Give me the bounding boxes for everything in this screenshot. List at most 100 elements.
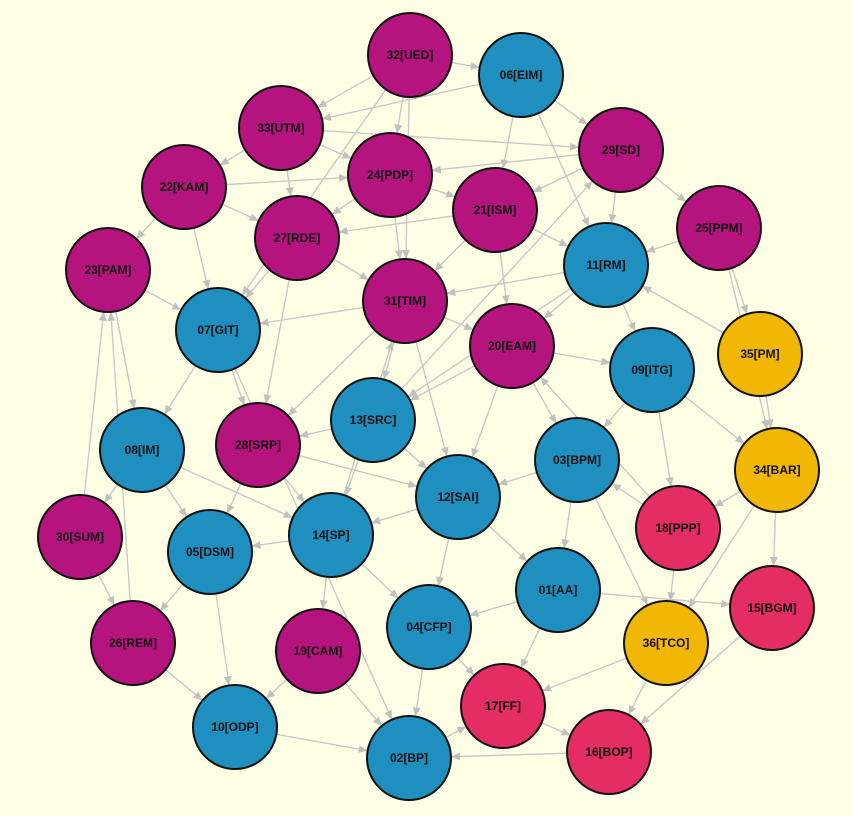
- edge: [594, 497, 649, 606]
- node-label: 28[SRP]: [235, 438, 281, 452]
- edge: [298, 428, 333, 439]
- node-label: 26[REM]: [109, 636, 157, 650]
- node: [141, 144, 227, 230]
- edge: [331, 197, 356, 216]
- node-label: 07[GIT]: [197, 323, 238, 337]
- edge: [471, 385, 499, 458]
- node-label: 11[RM]: [586, 258, 625, 272]
- edge: [658, 411, 674, 487]
- edge: [667, 569, 676, 602]
- edge: [83, 311, 107, 496]
- edge: [361, 563, 399, 599]
- node-label: 18[PPP]: [655, 521, 700, 535]
- edge: [429, 187, 456, 198]
- node: [288, 492, 374, 578]
- edge: [98, 574, 115, 606]
- node: [563, 222, 649, 308]
- edge: [164, 669, 204, 701]
- node: [192, 684, 278, 770]
- node-label: 31[TIM]: [384, 294, 426, 308]
- edge: [412, 668, 424, 717]
- node-label: 36[TCO]: [643, 636, 690, 650]
- node-label: 21[ISM]: [474, 203, 517, 217]
- edge: [553, 352, 611, 366]
- edge: [622, 303, 636, 332]
- edge: [653, 175, 687, 203]
- edge: [769, 511, 778, 567]
- edge: [403, 447, 428, 470]
- edge: [259, 306, 364, 327]
- edge: [415, 341, 449, 457]
- edge: [497, 471, 538, 486]
- node: [366, 715, 452, 801]
- edge: [231, 369, 246, 406]
- node-label: 03[BPM]: [553, 453, 601, 467]
- node: [578, 107, 664, 193]
- node-label: 23[PAM]: [84, 263, 131, 277]
- edge: [319, 143, 352, 160]
- edge: [319, 576, 328, 610]
- node: [717, 311, 803, 397]
- edge: [431, 153, 580, 174]
- node: [167, 509, 253, 595]
- edge: [226, 483, 242, 514]
- edge: [561, 501, 572, 549]
- edge: [371, 508, 418, 525]
- edge: [285, 169, 294, 197]
- edge: [543, 291, 575, 320]
- edge: [532, 382, 557, 424]
- node-label: 02[BP]: [390, 751, 428, 765]
- node: [347, 132, 433, 218]
- edge: [469, 600, 518, 617]
- edge: [713, 490, 742, 508]
- node: [215, 402, 301, 488]
- edge: [400, 180, 594, 390]
- edge: [332, 258, 370, 281]
- node: [515, 547, 601, 633]
- node-label: 13[SRC]: [350, 413, 397, 427]
- node: [275, 608, 361, 694]
- edge: [445, 725, 467, 739]
- edge: [344, 459, 360, 496]
- edge: [645, 240, 680, 253]
- edge: [603, 401, 626, 429]
- edge: [265, 678, 288, 700]
- node-label: 06[EIM]: [500, 68, 543, 82]
- node: [175, 287, 261, 373]
- edge: [457, 657, 475, 676]
- node: [566, 709, 652, 795]
- edge: [159, 583, 184, 612]
- edge: [321, 83, 481, 121]
- edge: [317, 75, 374, 108]
- node: [676, 185, 762, 271]
- node: [460, 663, 546, 749]
- edge: [446, 271, 565, 296]
- edge: [532, 167, 584, 193]
- edge: [541, 722, 571, 736]
- edge: [554, 99, 588, 126]
- node-label: 34[BAR]: [753, 463, 800, 477]
- node-label: 29[SD]: [602, 143, 640, 157]
- node: [452, 167, 538, 253]
- node: [609, 327, 695, 413]
- node: [734, 427, 820, 513]
- nodes: 32[UED] 06[EIM] 33[UTM] 29[SD] 24[PDP] 22[KAM…: [37, 12, 820, 801]
- node-label: 20[EAM]: [488, 339, 536, 353]
- node: [238, 85, 324, 171]
- edge: [409, 365, 476, 401]
- edge: [450, 752, 568, 761]
- node-label: 04[CFP]: [406, 620, 451, 634]
- edge: [103, 483, 119, 504]
- edge: [434, 239, 466, 272]
- edge: [443, 316, 474, 331]
- edge: [394, 96, 404, 134]
- edge: [225, 173, 349, 186]
- node: [478, 32, 564, 118]
- edge: [244, 269, 271, 299]
- node-label: 14[SP]: [312, 528, 349, 542]
- edge: [338, 215, 454, 235]
- node: [90, 600, 176, 686]
- edge: [219, 149, 246, 166]
- node: [623, 600, 709, 686]
